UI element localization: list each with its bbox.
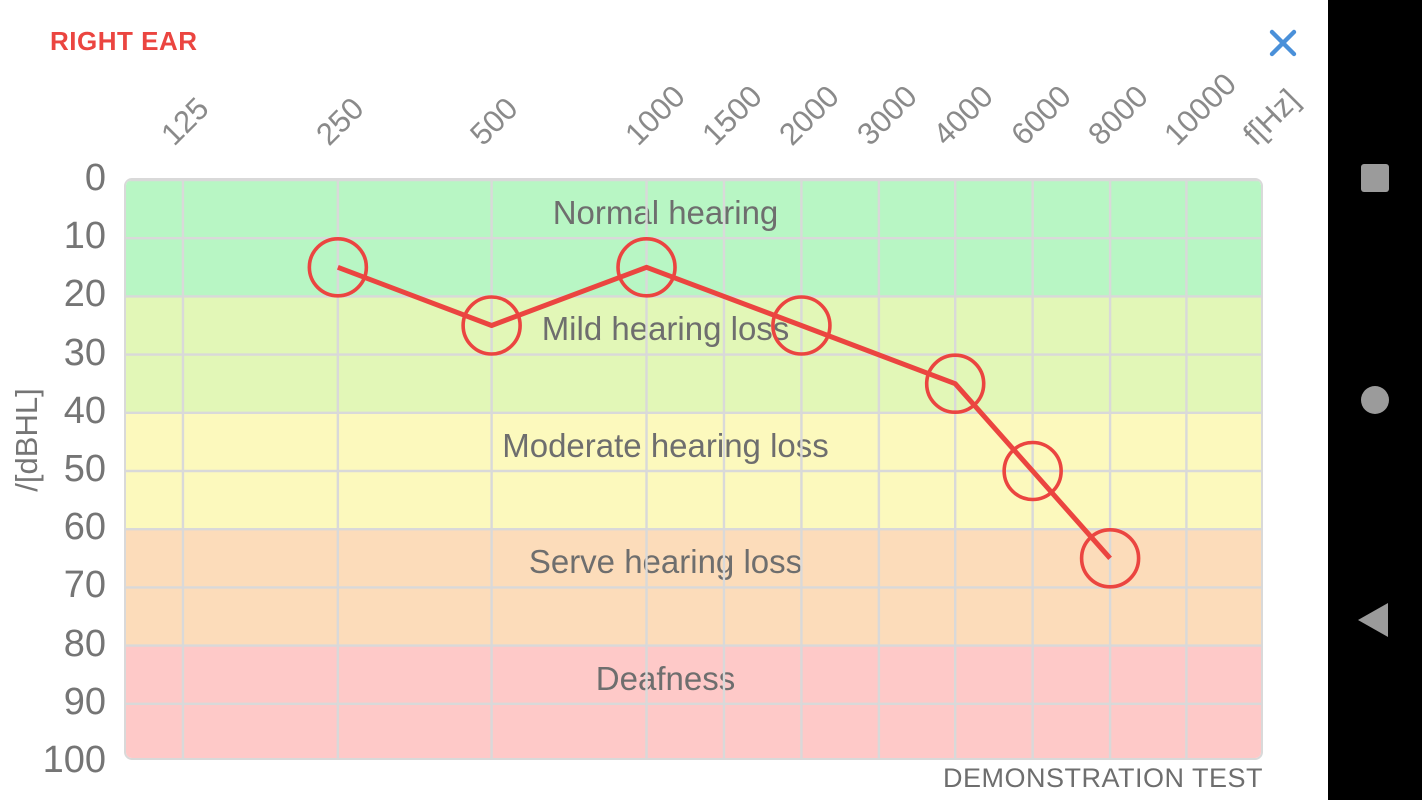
demonstration-test-note: DEMONSTRATION TEST xyxy=(942,763,1263,793)
back-triangle-icon[interactable] xyxy=(1358,603,1388,637)
level-tick-label: 0 xyxy=(84,157,106,199)
android-nav-bar xyxy=(1328,0,1422,800)
level-tick-label: 50 xyxy=(63,448,106,490)
frequency-tick-label: 500 xyxy=(462,90,525,152)
audiogram-plot: Normal hearing Mild hearing loss Moderate … xyxy=(124,178,1263,760)
band-label: Moderate hearing loss xyxy=(502,426,829,464)
band-label: Normal hearing xyxy=(552,194,779,231)
level-tick-label: 80 xyxy=(63,622,106,665)
frequency-tick-label: 4000 xyxy=(926,78,1000,152)
home-circle-icon[interactable] xyxy=(1361,386,1389,414)
overview-square-icon[interactable] xyxy=(1361,164,1389,192)
band-label: Serve hearing loss xyxy=(528,543,803,581)
frequency-tick-label: 1500 xyxy=(695,78,769,152)
frequency-tick-label: 2000 xyxy=(772,78,847,152)
frequency-tick-label: 1000 xyxy=(617,78,692,152)
level-tick-label: 10 xyxy=(63,215,106,258)
close-button[interactable] xyxy=(1264,24,1302,62)
severity-band xyxy=(126,645,1261,758)
frequency-tick-label: 8000 xyxy=(1081,78,1155,152)
level-tick-label: 20 xyxy=(63,273,106,316)
band-label: Deafness xyxy=(595,659,736,697)
y-axis-unit-label: /[dBHL] xyxy=(9,388,44,492)
level-tick-label: 60 xyxy=(63,506,106,549)
frequency-tick-label: 6000 xyxy=(1003,78,1078,152)
frequency-tick-label: 250 xyxy=(309,90,371,152)
band-label: Mild hearing loss xyxy=(541,310,790,348)
frequency-tick-label: 125 xyxy=(154,90,216,152)
level-tick-label: 90 xyxy=(63,680,106,723)
page-title: RIGHT EAR xyxy=(50,26,198,56)
frequency-tick-label: f[Hz] xyxy=(1236,82,1307,152)
close-icon xyxy=(1269,29,1297,57)
frequency-tick-label: 10000 xyxy=(1157,66,1244,152)
frequency-tick-label: 3000 xyxy=(850,78,924,152)
level-tick-label: 40 xyxy=(63,389,106,432)
level-tick-label: 70 xyxy=(63,564,106,607)
level-tick-label: 100 xyxy=(42,739,106,781)
level-tick-label: 30 xyxy=(63,331,106,374)
